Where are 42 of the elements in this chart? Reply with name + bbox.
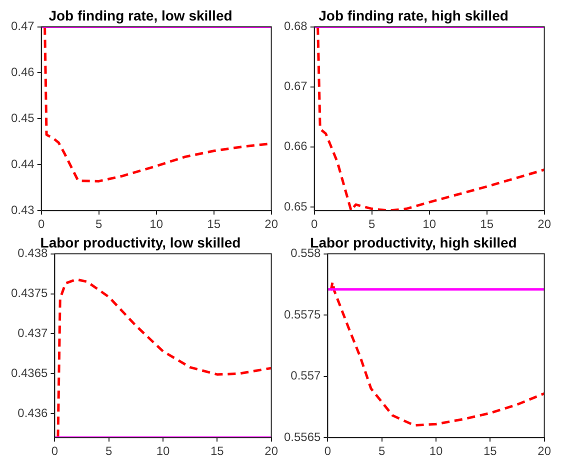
- chart-title: Job finding rate, high skilled: [318, 7, 508, 24]
- y-tick-label: 0.45: [10, 111, 35, 126]
- y-tick-label: 0.65: [284, 199, 308, 214]
- x-tick-label: 5: [378, 444, 386, 458]
- line-series: [316, 26, 544, 211]
- x-tick-label: 20: [538, 217, 552, 232]
- line-series: [330, 280, 544, 427]
- y-tick-label: 0.66: [284, 139, 308, 154]
- y-tick-label: 0.5575: [284, 307, 322, 322]
- y-tick-label: 0.5565: [284, 430, 322, 444]
- y-tick-label: 0.47: [10, 19, 35, 34]
- y-tick-label: 0.438: [18, 246, 48, 260]
- x-tick-label: 15: [480, 217, 494, 232]
- x-tick-label: 0: [51, 444, 58, 458]
- x-tick-label: 15: [483, 444, 498, 458]
- y-tick-label: 0.46: [10, 65, 35, 80]
- y-tick-label: 0.4365: [11, 366, 48, 380]
- x-tick-label: 20: [538, 444, 552, 458]
- x-tick-label: 20: [264, 217, 278, 232]
- line-series: [56, 278, 272, 438]
- y-tick-label: 0.43: [10, 202, 35, 217]
- x-tick-label: 0: [311, 217, 318, 232]
- y-tick-label: 0.68: [284, 19, 308, 34]
- x-tick-label: 5: [96, 217, 103, 232]
- x-tick-label: 10: [156, 444, 170, 458]
- x-tick-label: 10: [422, 217, 436, 232]
- x-tick-label: 0: [38, 217, 46, 232]
- y-tick-label: 0.44: [10, 156, 35, 171]
- x-tick-label: 20: [264, 444, 278, 458]
- x-tick-label: 0: [324, 444, 332, 458]
- x-tick-label: 15: [210, 444, 224, 458]
- x-tick-label: 10: [429, 444, 444, 458]
- y-tick-label: 0.67: [284, 79, 308, 94]
- chart-title: Job finding rate, low skilled: [48, 7, 232, 24]
- x-tick-label: 5: [106, 444, 113, 458]
- y-tick-label: 0.557: [290, 368, 322, 383]
- x-tick-label: 5: [368, 217, 376, 232]
- y-tick-label: 0.437: [18, 326, 48, 340]
- x-tick-label: 10: [150, 217, 164, 232]
- x-tick-label: 15: [207, 217, 221, 232]
- y-tick-label: 0.4375: [11, 286, 48, 300]
- y-tick-label: 0.436: [18, 406, 48, 420]
